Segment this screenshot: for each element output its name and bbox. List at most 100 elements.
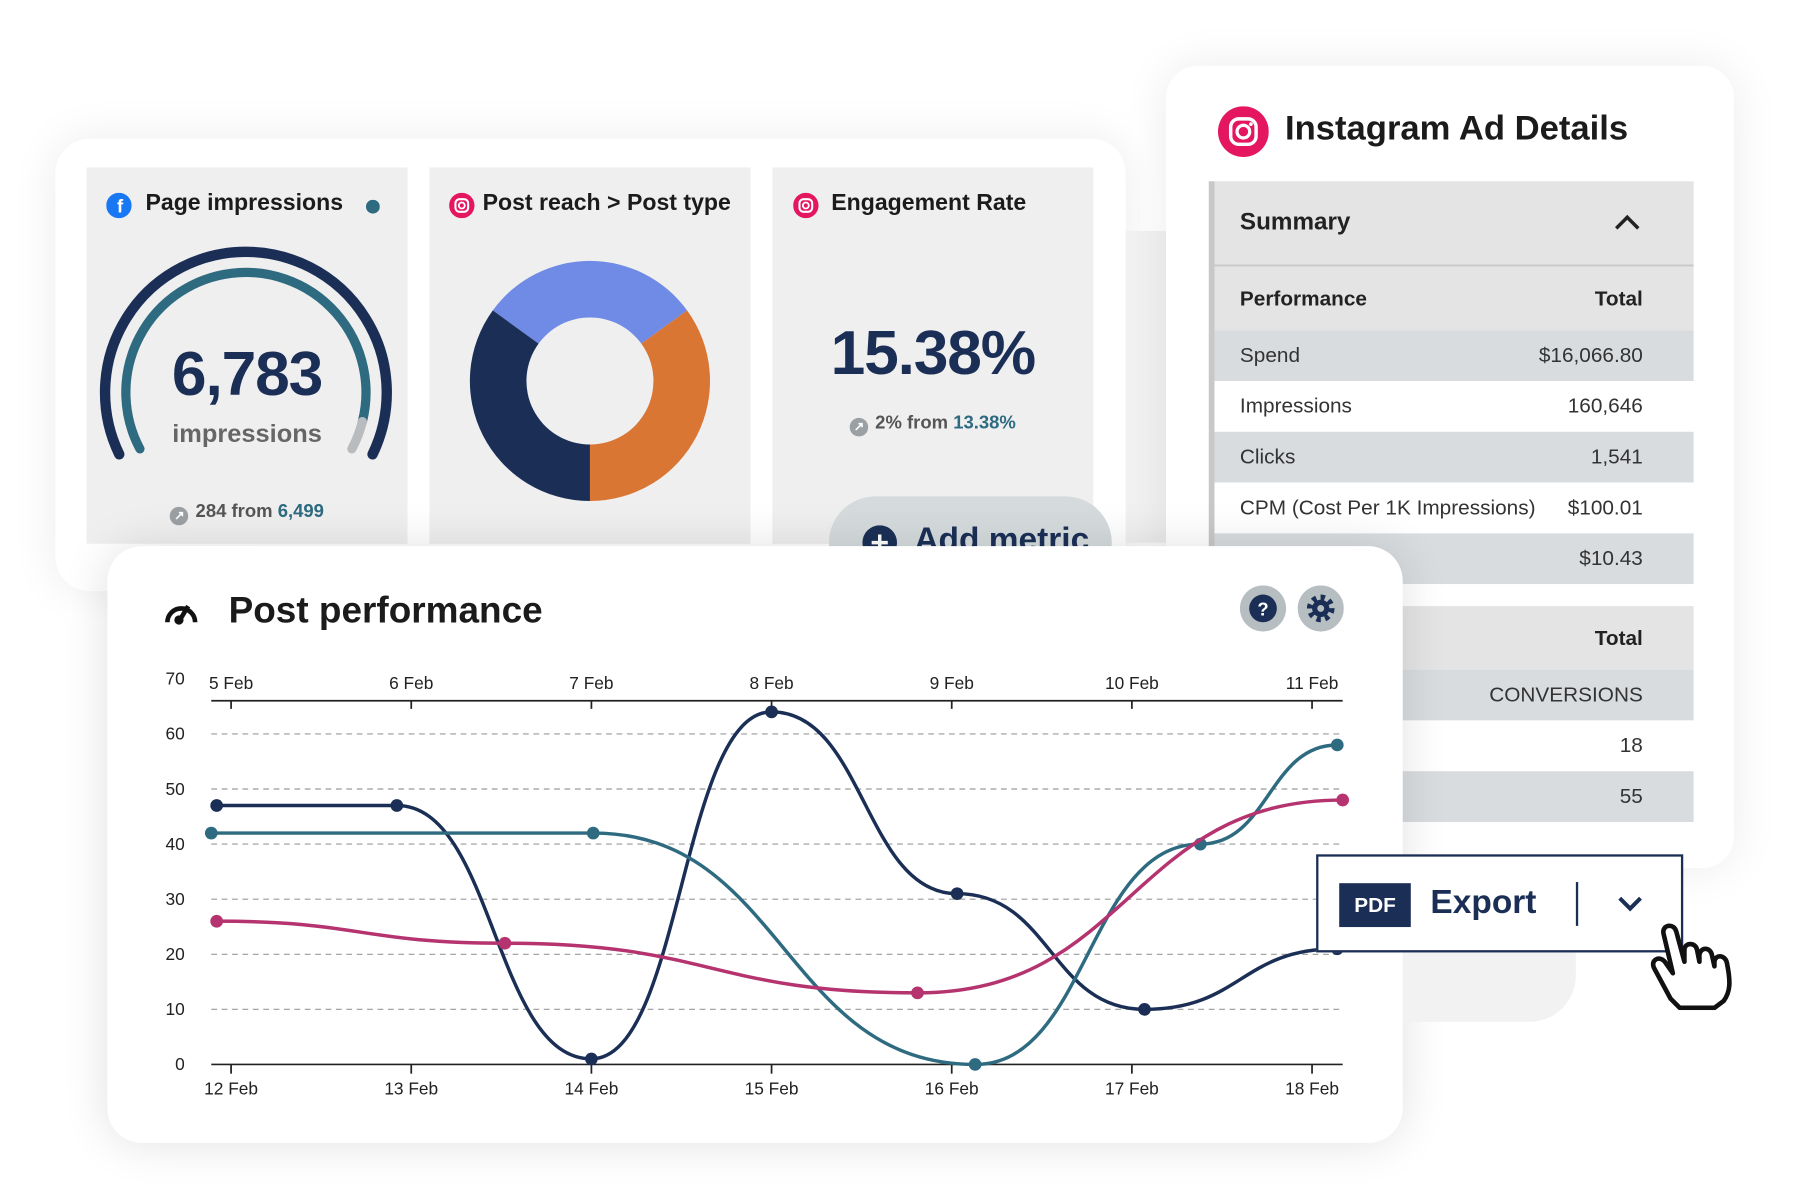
help-button[interactable]: ? <box>1239 585 1287 632</box>
y-tick-label: 60 <box>165 724 184 744</box>
x2-tick-label: 8 Feb <box>749 673 793 693</box>
x2-tick-label: 5 Feb <box>209 673 253 693</box>
panel-title: Page impressions <box>145 190 344 216</box>
summary-header: Summary <box>1214 181 1694 265</box>
data-point <box>1138 1003 1151 1016</box>
gauge <box>99 246 392 460</box>
engagement-panel: Engagement Rate 15.38% ↗ 2% from 13.38% <box>772 167 1094 544</box>
series-line <box>216 710 1338 1061</box>
x-tick-label: 15 Feb <box>745 1078 799 1098</box>
svg-text:f: f <box>117 195 124 216</box>
data-point <box>498 936 512 950</box>
data-point <box>210 914 224 928</box>
instagram-icon <box>793 192 819 219</box>
cell: 160,646 <box>1567 394 1643 418</box>
table-header: Performance Total <box>1214 266 1694 331</box>
cell: Performance <box>1239 286 1367 310</box>
separator <box>1214 264 1694 267</box>
hand-cursor <box>1650 923 1732 1011</box>
change-value: 2% <box>875 413 902 433</box>
impressions-value: 6,783 <box>171 339 323 409</box>
table-row: Spend $16,066.80 <box>1214 330 1694 381</box>
cell: 18 <box>1619 733 1643 757</box>
svg-text:?: ? <box>1257 598 1268 619</box>
data-point <box>950 887 964 901</box>
y-tick-label: 70 <box>165 669 184 689</box>
cell: Clicks <box>1239 445 1296 469</box>
divider <box>1575 882 1579 926</box>
panel-title: Engagement Rate <box>831 190 1027 216</box>
x-tick-label: 13 Feb <box>384 1078 438 1098</box>
data-point <box>1336 793 1350 807</box>
cell: Spend <box>1239 343 1301 367</box>
previous-value: 13.38% <box>953 413 1016 433</box>
data-point <box>586 826 600 840</box>
export-button[interactable]: PDF Export <box>1316 854 1684 953</box>
cell: $100.01 <box>1567 495 1643 519</box>
dropdown-chevron[interactable] <box>1616 894 1644 915</box>
data-point <box>765 705 778 719</box>
gauge-fill <box>121 267 371 454</box>
y-tick-label: 0 <box>175 1054 185 1074</box>
x-tick-label: 12 Feb <box>204 1078 258 1098</box>
cell: $10.43 <box>1579 546 1643 570</box>
change: ↗ 284 from 6,499 <box>87 502 408 526</box>
table-row: Clicks 1,541 <box>1214 431 1694 483</box>
x-tick-label: 18 Feb <box>1285 1078 1339 1098</box>
x2-tick-label: 7 Feb <box>569 673 613 693</box>
facebook-icon: f <box>106 192 132 219</box>
data-point <box>210 799 224 812</box>
instagram-icon <box>1217 106 1269 158</box>
settings-button[interactable] <box>1297 585 1344 632</box>
page-impressions-panel: f Page impressions 6,783 impressions ↗ 28… <box>86 167 408 544</box>
x-tick-label: 17 Feb <box>1105 1078 1159 1098</box>
cell: Total <box>1594 286 1643 310</box>
table-border <box>1208 181 1215 824</box>
donut-slice <box>469 310 590 502</box>
data-point <box>204 826 218 840</box>
y-tick-label: 30 <box>165 889 184 909</box>
cell: 55 <box>1619 784 1643 808</box>
donut-slice <box>492 260 688 344</box>
previous-value: 6,499 <box>277 502 324 522</box>
y-tick-label: 10 <box>165 999 184 1019</box>
impressions-unit: impressions <box>172 419 322 448</box>
cell: $16,066.80 <box>1538 343 1643 367</box>
gauge-outer <box>99 246 392 460</box>
cell: CONVERSIONS <box>1489 682 1643 706</box>
change-value: 284 <box>195 502 227 522</box>
gauge-rest <box>347 417 368 454</box>
format-badge: PDF <box>1339 883 1411 928</box>
donut-slice <box>589 310 711 502</box>
export-label: Export <box>1430 884 1537 922</box>
performance-icon <box>165 604 198 625</box>
post-reach-panel: Post reach > Post type <box>429 167 751 544</box>
chart-title: Post performance <box>228 588 543 631</box>
instagram-icon <box>449 192 475 219</box>
cell: CPM (Cost Per 1K Impressions) <box>1239 495 1536 519</box>
x-tick-label: 16 Feb <box>925 1078 979 1098</box>
series-line <box>211 743 1338 1067</box>
data-point <box>968 1058 982 1071</box>
y-tick-label: 50 <box>165 779 184 799</box>
cell: Summary <box>1239 208 1351 236</box>
x2-tick-label: 11 Feb <box>1286 673 1339 693</box>
card-title: Instagram Ad Details <box>1284 109 1629 148</box>
cell: Impressions <box>1239 394 1352 418</box>
donut-chart <box>469 260 711 502</box>
engagement-value: 15.38% <box>830 318 1037 388</box>
table-row: Impressions 160,646 <box>1214 380 1694 432</box>
x2-tick-label: 9 Feb <box>930 673 974 693</box>
table-row: CPM (Cost Per 1K Impressions) $100.01 <box>1214 482 1694 534</box>
data-point <box>911 986 924 1000</box>
change-from: from <box>907 413 949 433</box>
series-line <box>216 798 1343 995</box>
x2-tick-label: 6 Feb <box>389 673 433 693</box>
data-point <box>1330 738 1344 752</box>
panel-title: Post reach > Post type <box>482 190 731 216</box>
status-dot <box>365 199 380 214</box>
y-tick-label: 40 <box>165 834 184 854</box>
